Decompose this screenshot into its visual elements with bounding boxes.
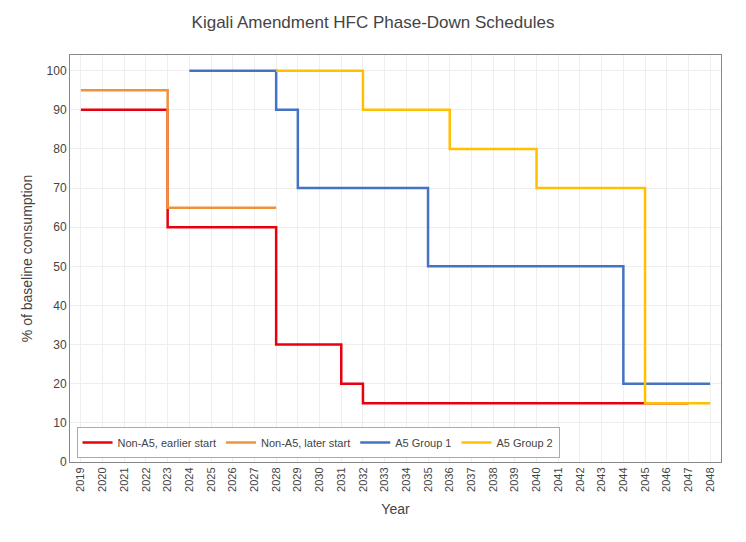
svg-text:2043: 2043 xyxy=(595,467,607,491)
svg-text:2024: 2024 xyxy=(183,467,195,491)
svg-text:2022: 2022 xyxy=(140,467,152,491)
svg-text:2026: 2026 xyxy=(226,467,238,491)
svg-text:2037: 2037 xyxy=(465,467,477,491)
svg-text:20: 20 xyxy=(53,377,67,391)
svg-text:Year: Year xyxy=(381,501,410,517)
svg-text:100: 100 xyxy=(47,64,67,78)
svg-text:2036: 2036 xyxy=(443,467,455,491)
svg-text:50: 50 xyxy=(53,260,67,274)
svg-text:2040: 2040 xyxy=(530,467,542,491)
svg-text:A5 Group 1: A5 Group 1 xyxy=(395,437,451,449)
svg-text:Non-A5, earlier start: Non-A5, earlier start xyxy=(118,437,216,449)
svg-text:2027: 2027 xyxy=(248,467,260,491)
svg-text:2041: 2041 xyxy=(552,467,564,491)
svg-text:80: 80 xyxy=(53,142,67,156)
svg-text:% of baseline consumption: % of baseline consumption xyxy=(19,175,35,342)
svg-text:Kigali Amendment HFC Phase-Dow: Kigali Amendment HFC Phase-Down Schedule… xyxy=(192,13,555,32)
svg-text:2034: 2034 xyxy=(400,467,412,491)
svg-text:2033: 2033 xyxy=(378,467,390,491)
svg-text:90: 90 xyxy=(53,103,67,117)
svg-text:30: 30 xyxy=(53,338,67,352)
svg-text:A5 Group 2: A5 Group 2 xyxy=(496,437,552,449)
svg-text:2046: 2046 xyxy=(660,467,672,491)
svg-text:2035: 2035 xyxy=(422,467,434,491)
svg-text:2048: 2048 xyxy=(704,467,716,491)
svg-text:2045: 2045 xyxy=(639,467,651,491)
svg-text:0: 0 xyxy=(60,455,67,469)
svg-text:2023: 2023 xyxy=(161,467,173,491)
svg-text:2032: 2032 xyxy=(357,467,369,491)
svg-text:10: 10 xyxy=(53,416,67,430)
svg-text:2039: 2039 xyxy=(508,467,520,491)
svg-text:2029: 2029 xyxy=(291,467,303,491)
svg-text:2020: 2020 xyxy=(96,467,108,491)
svg-text:2019: 2019 xyxy=(74,467,86,491)
svg-text:Non-A5, later start: Non-A5, later start xyxy=(261,437,350,449)
svg-text:2042: 2042 xyxy=(574,467,586,491)
svg-text:2025: 2025 xyxy=(205,467,217,491)
svg-text:2021: 2021 xyxy=(118,467,130,491)
svg-text:2044: 2044 xyxy=(617,467,629,491)
svg-text:2028: 2028 xyxy=(270,467,282,491)
svg-text:60: 60 xyxy=(53,220,67,234)
svg-text:2038: 2038 xyxy=(487,467,499,491)
svg-text:2047: 2047 xyxy=(682,467,694,491)
svg-text:2031: 2031 xyxy=(335,467,347,491)
svg-text:2030: 2030 xyxy=(313,467,325,491)
svg-text:40: 40 xyxy=(53,299,67,313)
svg-text:70: 70 xyxy=(53,181,67,195)
